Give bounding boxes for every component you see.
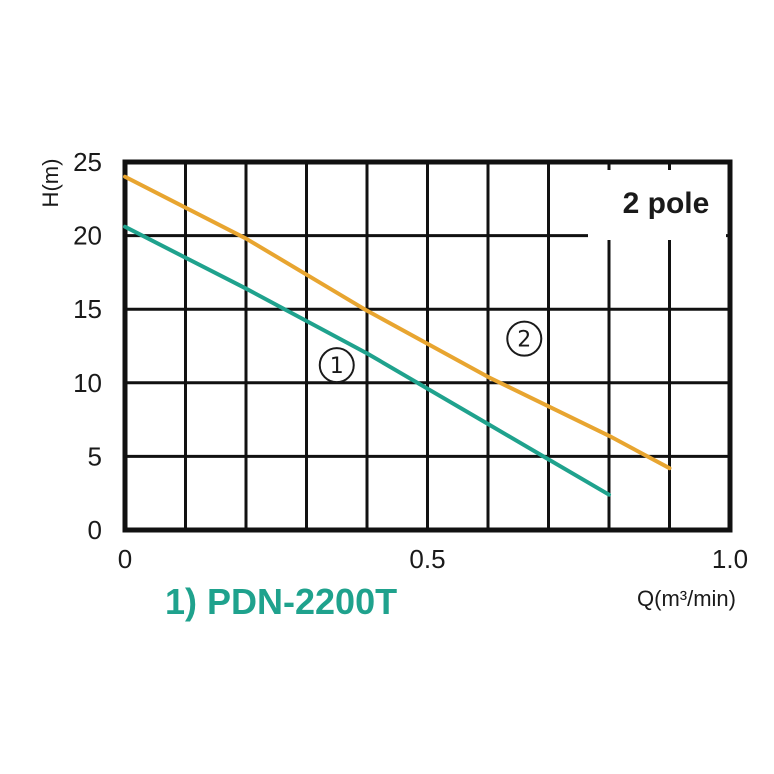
series-marker-circle-1 <box>318 347 355 384</box>
legend-entry: 1) PDN-2200T <box>165 581 397 622</box>
y-tick-label: 5 <box>88 441 102 471</box>
tick-labels: 0 5 10 15 20 25 0 0.5 1.0 <box>73 147 748 574</box>
plot-frame <box>122 159 733 533</box>
y-tick-label: 25 <box>73 147 102 177</box>
y-tick-label: 0 <box>88 515 102 545</box>
series-line-1 <box>123 224 611 497</box>
y-tick-label: 20 <box>73 221 102 251</box>
legend: 1) PDN-2200T <box>165 581 397 622</box>
pole-annotation: 2 pole <box>623 187 710 220</box>
series-marker-label-1: 1 <box>330 354 344 379</box>
x-tick-label: 0 <box>118 544 132 574</box>
series-line-2 <box>123 174 672 471</box>
x-tick-label: 0.5 <box>409 544 445 574</box>
annotation-background <box>588 170 726 240</box>
series-marker-circle-2 <box>506 320 543 357</box>
y-axis-label: H(m) <box>38 159 63 208</box>
x-axis-label: Q(m³/min) <box>637 586 736 611</box>
x-tick-label: 1.0 <box>712 544 748 574</box>
y-tick-label: 10 <box>73 368 102 398</box>
series-layer: 12 <box>123 174 672 497</box>
series-marker-label-2: 2 <box>517 328 531 353</box>
y-tick-label: 15 <box>73 294 102 324</box>
